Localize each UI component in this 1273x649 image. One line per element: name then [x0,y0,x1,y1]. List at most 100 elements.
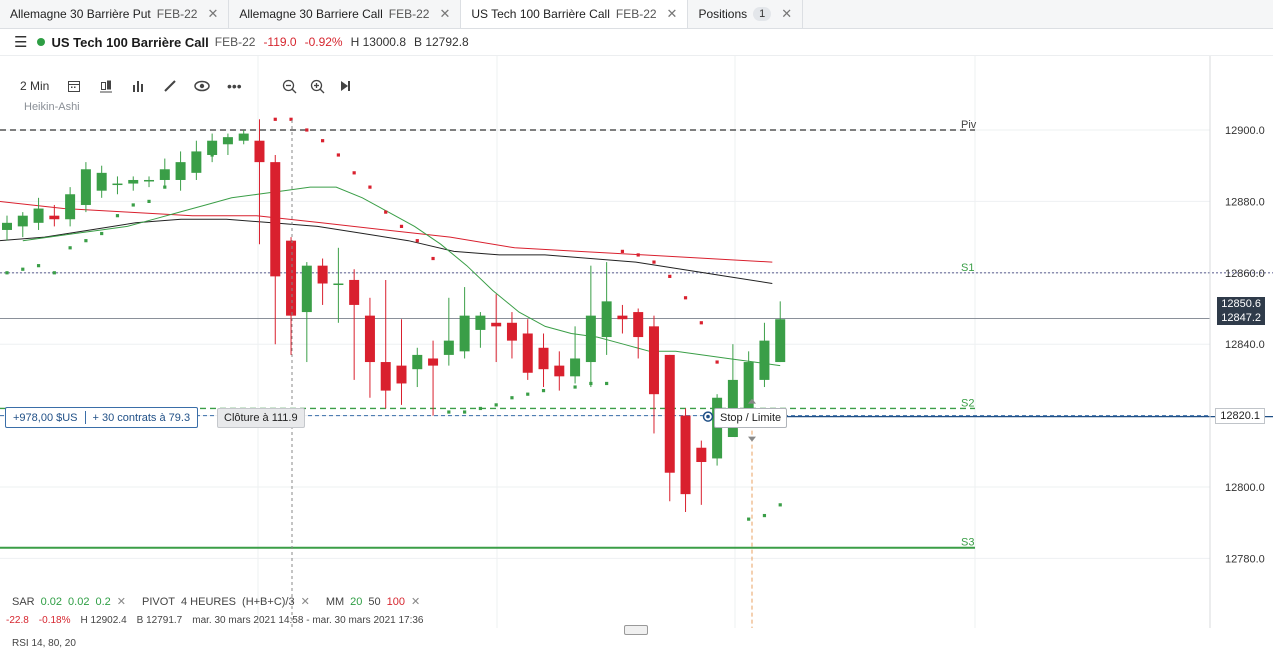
tab-us-tech-100-call[interactable]: US Tech 100 Barrière Call FEB-22 ✕ [461,0,689,28]
zoom-tools [278,76,356,96]
sar-dot [541,389,546,393]
sar-dot [431,256,435,261]
candle-body [301,265,312,313]
candle-body [128,179,139,184]
chart-type-icon[interactable] [95,76,117,96]
candles [2,119,786,512]
eye-icon[interactable] [191,76,213,96]
sar-dot [352,171,356,175]
close-icon[interactable]: ✕ [439,6,451,21]
candle-body [317,265,328,284]
session-low: B 12792.8 [414,35,469,49]
candle-body [443,340,454,355]
tab-expiry: FEB-22 [615,7,657,21]
sar-dot [715,360,719,364]
sar-dot [273,117,277,121]
chart-canvas[interactable]: Piv S1 S2 S3 12900.0 12880.0 12860.0 12840.0 12… [0,56,1273,645]
ma100-line [0,200,773,263]
candle-body [506,322,517,341]
zoom-out-icon[interactable] [278,76,300,96]
close-icon[interactable]: ✕ [207,6,219,21]
tab-allemagne-30-call[interactable]: Allemagne 30 Barriere Call FEB-22 ✕ [229,0,462,28]
panel-resize-handle[interactable] [624,625,648,635]
moving-averages [0,186,781,367]
remove-mm-icon[interactable]: ✕ [411,596,421,608]
candle-body [33,208,44,223]
jump-to-latest-icon[interactable] [334,76,356,96]
candle-body [254,140,265,163]
sar-dot [368,185,372,189]
level-label-s3: S3 [961,537,974,549]
candle-body [270,162,281,277]
stop-limit-button[interactable]: Stop / Limite [714,408,788,428]
remove-sar-icon[interactable]: ✕ [116,596,126,608]
candle-body [633,312,644,338]
candle-body [2,222,12,230]
candle-body [617,315,628,320]
level-label-s2: S2 [961,397,974,409]
sar-dot [778,503,782,507]
close-position-button[interactable]: Clôture à 111.9 [217,408,305,428]
candle-body [333,283,344,286]
indicators-icon[interactable] [127,76,149,96]
ma50-line [0,218,773,284]
sar-dot [384,210,388,214]
price-tick-label: 12840.0 [1225,339,1265,351]
hamburger-menu-icon[interactable]: ☰ [14,34,28,51]
sar-param-3: 0.2 [95,595,111,608]
price-tick-label: 12900.0 [1225,125,1265,137]
price-axis: 12900.012880.012860.012840.012820.012800… [1209,56,1265,628]
sar-dot [289,117,293,121]
close-icon[interactable]: ✕ [666,6,678,21]
candle-body [380,362,391,391]
calendar-icon[interactable] [63,76,85,96]
sar-label: SAR [12,595,35,608]
candle-body [191,151,202,173]
sar-dot [526,392,530,396]
sar-dot [131,203,135,207]
sar-param-1: 0.02 [40,595,63,608]
sar-dot [636,253,640,257]
stop-marker-dot [706,414,710,419]
drag-down-icon [748,436,756,442]
sar-dot [68,246,72,250]
tab-allemagne-30-put[interactable]: Allemagne 30 Barrière Put FEB-22 ✕ [0,0,230,28]
sar-dot [399,224,404,228]
level-label-piv: Piv [961,119,977,131]
candle-body [428,358,439,366]
sar-param-2: 0.02 [68,595,90,608]
draw-pencil-icon[interactable] [159,76,181,96]
price-tick-label: 12860.0 [1225,268,1265,280]
instrument-expiry: FEB-22 [214,35,256,49]
ohlc-change: -22.8 [6,615,29,626]
close-icon[interactable]: ✕ [781,6,793,21]
candle-body [459,315,470,352]
position-pl-box[interactable]: +978,00 $US + 30 contrats à 79.3 [5,407,199,428]
instrument-name: US Tech 100 Barrière Call [51,34,209,50]
more-options-icon[interactable]: ••• [226,78,242,94]
candle-body [601,301,612,338]
tab-positions[interactable]: Positions 1 ✕ [688,0,804,28]
ask-price-tag: 12850.6 [1217,297,1265,311]
sar-dot [699,321,703,325]
remove-pivot-icon[interactable]: ✕ [300,596,310,608]
sar-dot [21,267,25,271]
candle-body [238,133,249,141]
sar-dot [84,239,88,243]
sar-dot [668,274,672,278]
price-change: -119.0 [263,35,297,49]
candle-body [648,326,659,395]
candle-body [538,347,549,370]
tab-label: Allemagne 30 Barrière Put [10,7,151,21]
candle-body [112,183,123,186]
position-pl: +978,00 $US [13,411,78,424]
zoom-in-icon[interactable] [306,76,328,96]
interval-selector[interactable]: 2 Min [20,79,50,93]
candle-body [664,354,675,473]
candle-body [712,397,723,459]
candle-body [396,365,407,384]
price-chart[interactable]: Piv S1 S2 S3 12900.0 12880.0 12860.0 12840.0 12… [0,56,1273,645]
candle-body [49,215,60,220]
candle-body [349,279,360,305]
market-open-status-icon [37,38,46,46]
